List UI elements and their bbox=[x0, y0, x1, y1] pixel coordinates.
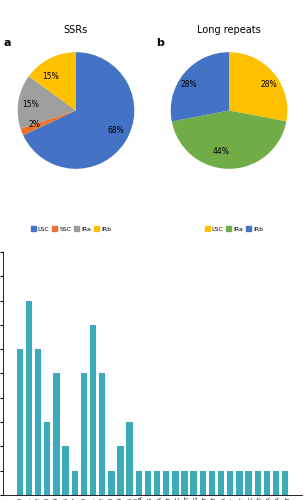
Bar bbox=[108, 470, 115, 495]
Bar bbox=[99, 374, 106, 495]
Wedge shape bbox=[20, 110, 76, 136]
Title: Long repeats: Long repeats bbox=[197, 26, 261, 36]
Text: 28%: 28% bbox=[181, 80, 198, 89]
Bar bbox=[254, 470, 261, 495]
Bar bbox=[117, 446, 124, 495]
Text: 28%: 28% bbox=[260, 80, 277, 89]
Text: a: a bbox=[3, 38, 11, 48]
Wedge shape bbox=[29, 52, 76, 110]
Wedge shape bbox=[23, 52, 134, 169]
Text: 2%: 2% bbox=[29, 120, 41, 129]
Bar bbox=[35, 349, 41, 495]
Wedge shape bbox=[172, 110, 286, 169]
Bar bbox=[127, 422, 133, 495]
Bar bbox=[145, 470, 151, 495]
Bar bbox=[81, 374, 87, 495]
Bar bbox=[26, 300, 32, 495]
Bar bbox=[209, 470, 215, 495]
Bar bbox=[218, 470, 224, 495]
Bar bbox=[245, 470, 252, 495]
Text: 44%: 44% bbox=[212, 147, 229, 156]
Bar bbox=[44, 422, 51, 495]
Bar bbox=[264, 470, 270, 495]
Wedge shape bbox=[18, 76, 76, 128]
Bar bbox=[181, 470, 188, 495]
Bar bbox=[282, 470, 288, 495]
Bar bbox=[273, 470, 279, 495]
Bar bbox=[163, 470, 169, 495]
Title: SSRs: SSRs bbox=[64, 26, 88, 36]
Text: 15%: 15% bbox=[42, 72, 59, 81]
Text: 15%: 15% bbox=[22, 100, 38, 109]
Bar bbox=[72, 470, 78, 495]
Bar bbox=[53, 374, 60, 495]
Bar bbox=[172, 470, 178, 495]
Bar bbox=[154, 470, 160, 495]
Wedge shape bbox=[171, 52, 229, 122]
Bar bbox=[236, 470, 242, 495]
Text: 68%: 68% bbox=[108, 126, 125, 136]
Wedge shape bbox=[229, 52, 287, 122]
Bar bbox=[199, 470, 206, 495]
Text: b: b bbox=[156, 38, 164, 48]
Legend: LSC, SSC, IRa, IRb: LSC, SSC, IRa, IRb bbox=[28, 224, 114, 234]
Bar bbox=[190, 470, 197, 495]
Bar bbox=[227, 470, 233, 495]
Bar bbox=[136, 470, 142, 495]
Bar bbox=[90, 325, 96, 495]
Bar bbox=[63, 446, 69, 495]
Bar bbox=[17, 349, 23, 495]
Legend: LSC, IRa, IRb: LSC, IRa, IRb bbox=[202, 224, 266, 234]
